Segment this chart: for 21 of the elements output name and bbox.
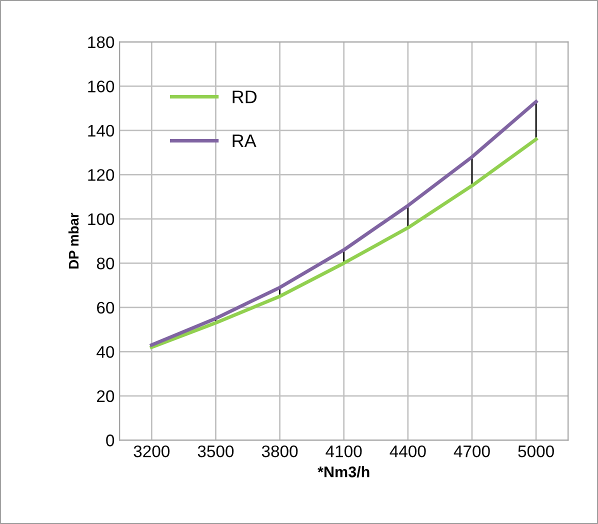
- x-tick-label: 5000: [518, 445, 554, 458]
- x-axis-title: *Nm3/h: [318, 466, 370, 478]
- x-tick-label: 3500: [198, 445, 234, 458]
- y-tick-label: 80: [96, 258, 114, 270]
- x-tick-label: 3800: [262, 445, 298, 458]
- x-tick-label: 4100: [326, 445, 362, 458]
- y-tick-label: 60: [97, 302, 114, 314]
- y-tick-label: 140: [88, 124, 114, 137]
- x-tick-label: 4400: [390, 445, 426, 458]
- x-tick-label: 3200: [134, 445, 170, 458]
- y-tick-label: 120: [88, 169, 114, 181]
- legend-label: RA: [232, 134, 256, 148]
- x-tick-label: 4700: [454, 445, 490, 458]
- legend-label: RD: [232, 90, 257, 104]
- y-tick-label: 40: [96, 346, 114, 358]
- y-axis-title: DP mbar: [68, 212, 79, 269]
- y-tick-label: 20: [97, 390, 114, 402]
- y-tick-label: 0: [106, 434, 114, 446]
- y-tick-label: 160: [88, 80, 114, 92]
- y-tick-label: 100: [88, 213, 114, 226]
- y-tick-label: 180: [88, 36, 114, 48]
